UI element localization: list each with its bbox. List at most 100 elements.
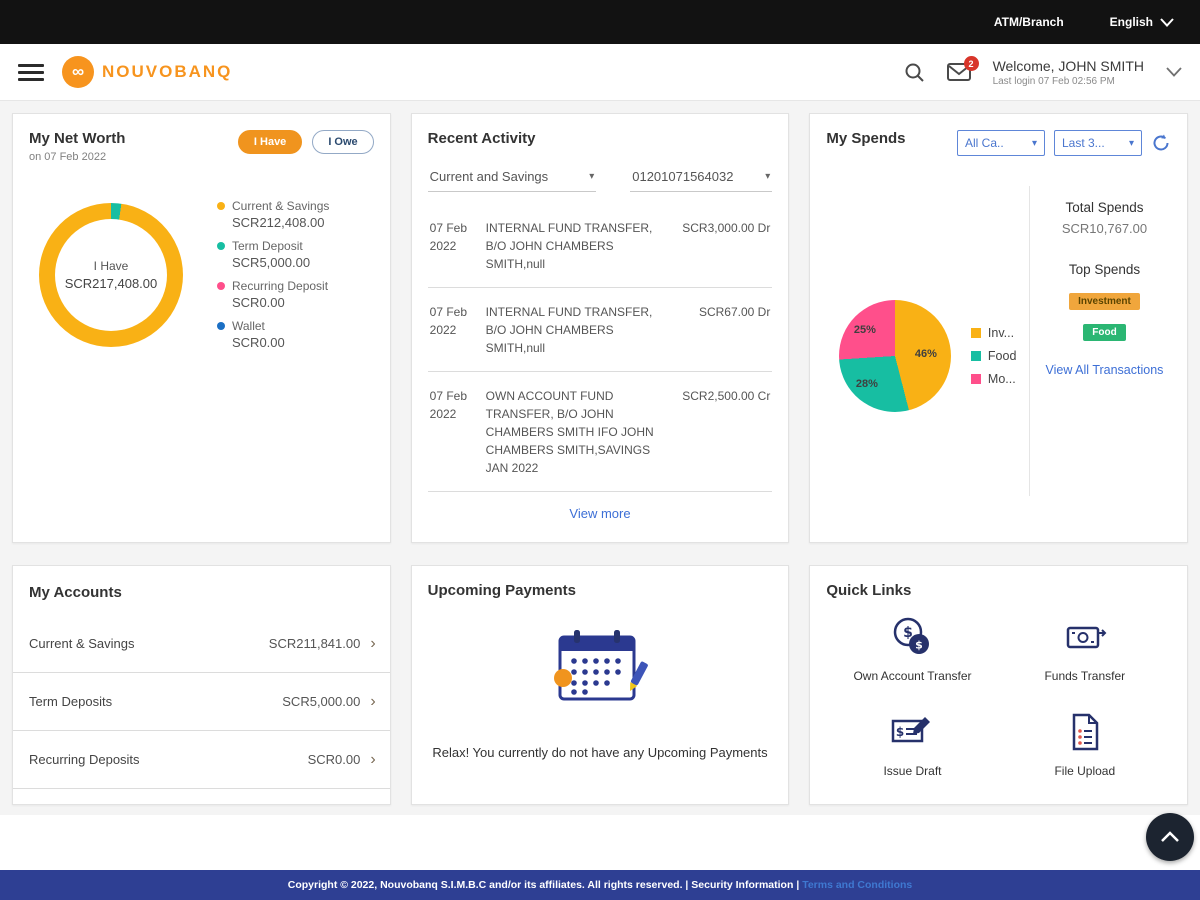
account-number-select[interactable]: 01201071564032 ▾ <box>630 169 773 192</box>
mail-badge: 2 <box>963 56 979 71</box>
funds-transfer-icon <box>1066 626 1107 649</box>
legend-label: Inv... <box>987 326 1015 340</box>
legend-value: SCR0.00 <box>232 295 285 310</box>
i-owe-tab[interactable]: I Owe <box>312 130 374 154</box>
legend-label: Mo... <box>987 372 1016 386</box>
user-menu[interactable]: Welcome, JOHN SMITH Last login 07 Feb 02… <box>993 58 1144 87</box>
quick-link-file-upload[interactable]: File Upload <box>999 708 1171 779</box>
net-worth-legend: Current & Savings SCR212,408.00 Term Dep… <box>217 199 329 350</box>
legend-item: Current & Savings SCR212,408.00 <box>217 199 329 230</box>
transaction-row: 07 Feb 2022 INTERNAL FUND TRANSFER, B/O … <box>427 204 773 288</box>
my-accounts-title: My Accounts <box>29 584 122 601</box>
top-bar: ATM/Branch English <box>0 0 1200 44</box>
legend-dot <box>217 282 225 290</box>
issue-draft-icon: $ <box>892 717 931 743</box>
language-selector[interactable]: English <box>1110 15 1174 29</box>
security-information-link[interactable]: Security Information <box>691 879 794 891</box>
own-account-transfer-icon: $ $ <box>894 617 930 654</box>
account-type-select[interactable]: Current and Savings ▾ <box>427 169 597 192</box>
chevron-down-icon: ▾ <box>765 171 771 182</box>
svg-text:$: $ <box>916 639 924 652</box>
legend-item: Mo... <box>970 372 1017 386</box>
view-more-link[interactable]: View more <box>569 506 631 521</box>
legend-item: Recurring Deposit SCR0.00 <box>217 279 329 310</box>
account-type-value: Current and Savings <box>429 169 549 184</box>
donut-center-value: SCR217,408.00 <box>64 275 158 291</box>
chevron-down-icon[interactable] <box>1166 67 1182 77</box>
chevron-up-icon <box>1161 831 1179 842</box>
legend-swatch <box>970 351 981 361</box>
transaction-row: 07 Feb 2022 INTERNAL FUND TRANSFER, B/O … <box>427 288 773 372</box>
account-row-recurring-deposits[interactable]: Recurring Deposits SCR0.00 › <box>13 731 390 789</box>
pie-percent-investment: 46% <box>914 348 937 360</box>
transaction-amount: SCR2,500.00 <box>682 389 755 403</box>
account-label: Current & Savings <box>29 636 135 651</box>
transaction-list: 07 Feb 2022 INTERNAL FUND TRANSFER, B/O … <box>427 204 773 492</box>
category-filter-select[interactable]: All Ca.. ▾ <box>956 130 1045 156</box>
legend-label: Recurring Deposit <box>232 279 329 293</box>
net-worth-date: on 07 Feb 2022 <box>29 151 107 163</box>
calendar-icon <box>553 630 648 701</box>
category-filter-value: All Ca.. <box>964 136 1004 150</box>
transaction-date: 07 Feb 2022 <box>429 305 468 337</box>
transaction-indicator: Dr <box>757 305 771 319</box>
quick-link-own-account-transfer[interactable]: $ $ Own Account Transfer <box>826 613 998 684</box>
legend-swatch <box>970 328 981 338</box>
dashboard: My Net Worth on 07 Feb 2022 I Have I Owe… <box>0 101 1200 815</box>
last-login-text: Last login 07 Feb 02:56 PM <box>992 75 1115 87</box>
donut-center-label: I Have <box>93 258 129 273</box>
quick-links-title: Quick Links <box>826 582 912 599</box>
menu-icon[interactable] <box>18 60 44 85</box>
account-label: Recurring Deposits <box>29 752 140 767</box>
brand-name: NOUVOBANQ <box>102 62 233 81</box>
pie-percent-other: 25% <box>853 324 876 336</box>
account-balance: SCR0.00 <box>307 752 361 767</box>
search-icon[interactable] <box>904 62 925 83</box>
transaction-amount: SCR3,000.00 <box>682 221 755 235</box>
upcoming-payments-empty-message: Relax! You currently do not have any Upc… <box>432 745 768 760</box>
quick-link-funds-transfer[interactable]: Funds Transfer <box>999 613 1171 684</box>
pie-percent-food: 28% <box>855 378 878 390</box>
legend-value: SCR0.00 <box>232 335 285 350</box>
svg-text:$: $ <box>904 625 914 641</box>
welcome-text: Welcome, JOHN SMITH <box>992 57 1144 74</box>
legend-dot <box>217 202 225 210</box>
quick-links-card: Quick Links $ $ Own Account Transfer <box>809 565 1188 805</box>
legend-label: Wallet <box>232 319 265 333</box>
period-filter-select[interactable]: Last 3... ▾ <box>1053 130 1142 156</box>
footer-separator: | <box>796 879 800 891</box>
atm-branch-link[interactable]: ATM/Branch <box>993 15 1064 29</box>
net-worth-card: My Net Worth on 07 Feb 2022 I Have I Owe… <box>12 113 391 543</box>
chevron-right-icon: › <box>370 692 376 710</box>
period-filter-value: Last 3... <box>1061 136 1105 150</box>
transaction-date: 07 Feb 2022 <box>429 221 468 253</box>
quick-link-label: File Upload <box>1054 764 1116 779</box>
mail-icon[interactable]: 2 <box>946 56 979 81</box>
i-have-tab[interactable]: I Have <box>237 130 303 154</box>
transaction-description: INTERNAL FUND TRANSFER, B/O JOHN CHAMBER… <box>485 221 653 271</box>
quick-link-issue-draft[interactable]: $ Issue Draft <box>826 708 998 779</box>
recent-activity-title: Recent Activity <box>427 130 536 147</box>
account-row-current-savings[interactable]: Current & Savings SCR211,841.00 › <box>13 615 390 673</box>
refresh-icon[interactable] <box>1151 133 1171 153</box>
legend-item: Food <box>970 349 1016 363</box>
chevron-right-icon: › <box>370 750 376 768</box>
top-spends-label: Top Spends <box>1068 262 1141 277</box>
account-balance: SCR5,000.00 <box>282 694 361 709</box>
my-spends-title: My Spends <box>826 130 906 147</box>
terms-and-conditions-link[interactable]: Terms and Conditions <box>802 879 913 891</box>
brand-logo[interactable]: ∞ NOUVOBANQ <box>62 56 232 88</box>
transaction-amount: SCR67.00 <box>698 305 755 319</box>
total-spends-value: SCR10,767.00 <box>1061 221 1148 236</box>
legend-dot <box>217 322 225 330</box>
legend-label: Term Deposit <box>232 239 303 253</box>
legend-item: Term Deposit SCR5,000.00 <box>217 239 329 270</box>
transaction-description: INTERNAL FUND TRANSFER, B/O JOHN CHAMBER… <box>485 305 653 355</box>
language-label: English <box>1109 15 1153 29</box>
upcoming-payments-title: Upcoming Payments <box>427 582 577 599</box>
view-all-transactions-link[interactable]: View All Transactions <box>1045 363 1164 377</box>
transaction-description: OWN ACCOUNT FUND TRANSFER, B/O JOHN CHAM… <box>485 389 654 475</box>
scroll-to-top-button[interactable] <box>1146 813 1194 861</box>
spends-legend: Inv... Food Mo... <box>970 326 1017 386</box>
account-row-term-deposits[interactable]: Term Deposits SCR5,000.00 › <box>13 673 390 731</box>
